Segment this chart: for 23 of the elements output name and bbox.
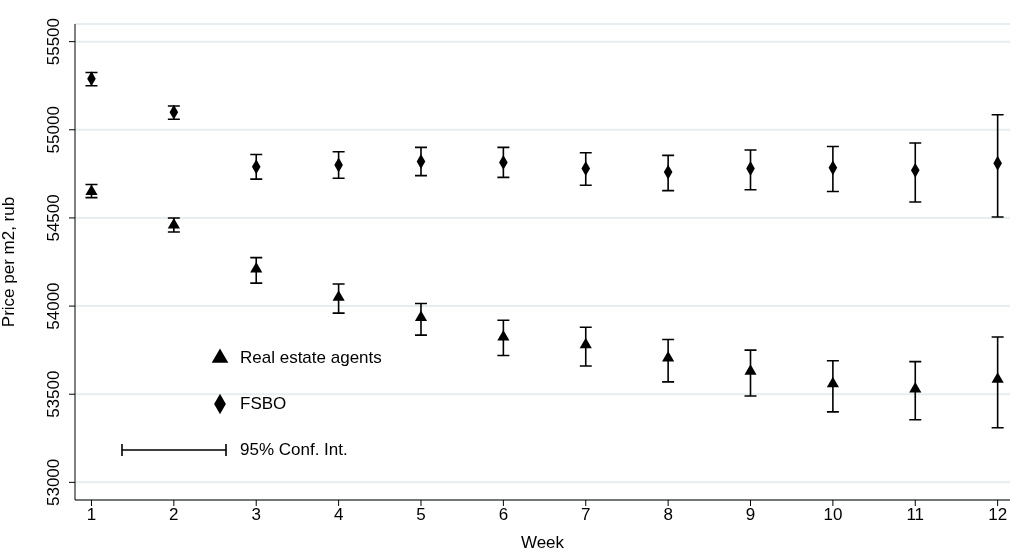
legend-label: FSBO (240, 394, 287, 414)
x-tick-label: 4 (333, 505, 344, 525)
x-tick-label: 3 (251, 505, 261, 525)
y-tick-label: 55500 (44, 17, 63, 66)
x-tick-label: 6 (498, 505, 509, 525)
x-tick-label: 10 (823, 505, 843, 525)
y-tick-label: 53000 (44, 458, 63, 507)
x-axis-title: Week (520, 533, 565, 552)
y-tick-label: 53500 (44, 370, 63, 418)
x-tick-label: 11 (906, 505, 925, 525)
legend-label: Real estate agents (240, 348, 382, 368)
x-tick-label: 12 (988, 505, 1008, 525)
y-axis-title: Price per m2, rub (0, 196, 19, 328)
y-tick-label: 55000 (44, 106, 63, 154)
annotation: 95% Conf. Int. (240, 440, 348, 460)
x-tick-label: 7 (581, 505, 591, 525)
x-tick-label: 1 (86, 505, 97, 525)
x-tick-label: 5 (416, 505, 426, 525)
y-tick-label: 54000 (44, 282, 63, 330)
x-tick-label: 9 (745, 505, 756, 525)
y-tick-label: 54500 (44, 194, 63, 242)
x-tick-label: 2 (169, 505, 179, 525)
x-tick-label: 8 (663, 505, 673, 525)
